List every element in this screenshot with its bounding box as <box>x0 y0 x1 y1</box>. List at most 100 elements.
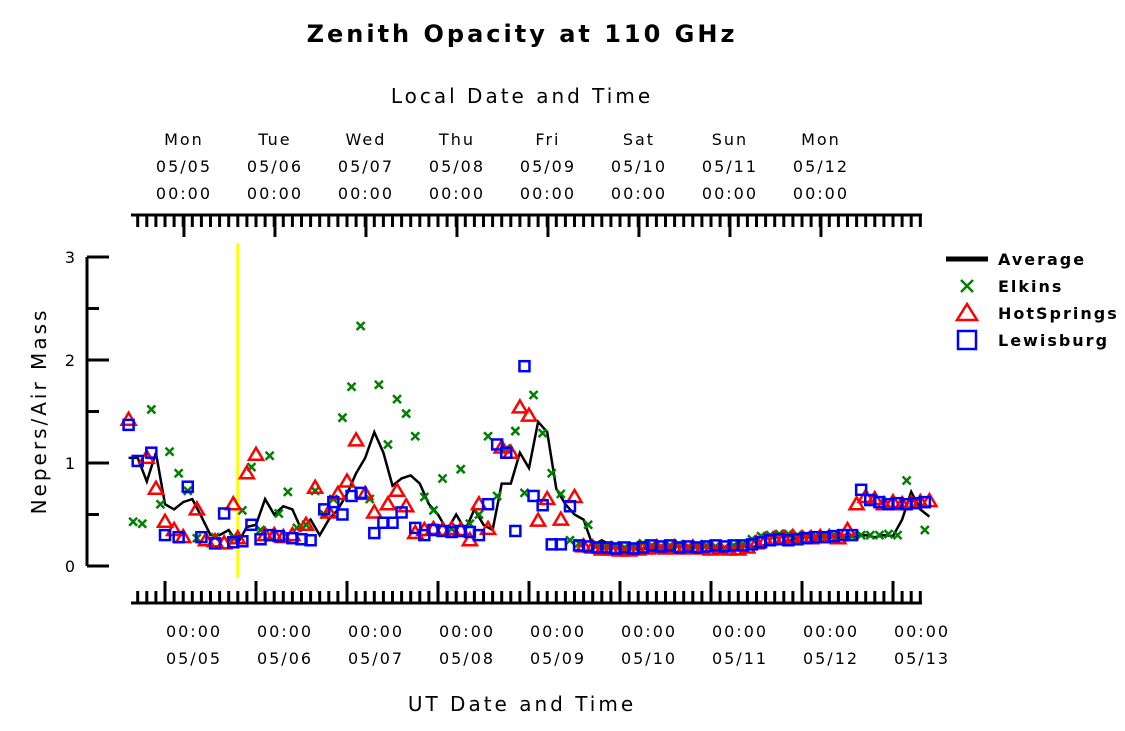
data-point-elkins <box>373 379 384 390</box>
data-point-elkins <box>419 492 430 502</box>
data-point-hotsprings <box>478 519 498 536</box>
data-point-hotsprings <box>296 515 316 532</box>
top-tick-day: Tue <box>257 130 291 149</box>
bottom-tick-date: 05/06 <box>257 649 313 668</box>
data-point-hotsprings <box>551 510 571 526</box>
data-point-elkins <box>510 426 521 436</box>
data-point-hotsprings <box>146 479 166 495</box>
bottom-tick-date: 05/08 <box>439 649 495 668</box>
legend-label-elkins: Elkins <box>998 277 1063 296</box>
data-point-lewisburg <box>490 438 504 451</box>
top-tick-day: Mon <box>164 130 204 149</box>
data-point-elkins <box>337 412 348 423</box>
data-point-lewisburg <box>918 495 932 509</box>
top-tick-time: 00:00 <box>156 184 212 203</box>
y-tick-label: 3 <box>65 248 77 267</box>
bottom-tick-time: 00:00 <box>621 622 677 641</box>
data-point-elkins <box>155 499 166 510</box>
data-point-lewisburg <box>563 500 577 513</box>
data-point-lewisburg <box>318 503 331 516</box>
data-point-hotsprings <box>205 531 225 548</box>
data-point-elkins <box>474 509 484 520</box>
bottom-tick-time: 00:00 <box>894 622 950 641</box>
data-point-hotsprings <box>319 502 338 519</box>
data-point-lewisburg <box>236 535 249 548</box>
data-point-hotsprings <box>337 472 357 488</box>
data-point-elkins <box>483 431 493 442</box>
bottom-tick-time: 00:00 <box>803 622 859 641</box>
data-point-hotsprings <box>656 539 675 555</box>
top-tick-time: 00:00 <box>247 184 303 203</box>
y-tick-label: 1 <box>65 454 77 473</box>
bottom-tick-time: 00:00 <box>257 622 313 641</box>
legend-swatch-hotsprings <box>954 301 980 322</box>
data-point-lewisburg <box>122 418 135 432</box>
data-point-lewisburg <box>472 528 486 542</box>
bottom-axis: 00:00 05/05 00:00 05/06 00:00 05/07 00:00 05/08… <box>131 581 950 668</box>
series-average <box>128 419 931 551</box>
data-point-hotsprings <box>519 406 539 422</box>
data-point-lewisburg <box>509 524 522 538</box>
bottom-axis-title: UT Date and Time <box>408 692 636 716</box>
data-point-lewisburg <box>158 528 172 542</box>
data-point-hotsprings <box>378 494 398 511</box>
data-point-elkins <box>282 486 293 497</box>
data-point-lewisburg <box>386 516 399 529</box>
data-point-hotsprings <box>387 481 407 498</box>
data-point-hotsprings <box>701 540 721 556</box>
y-tick-label: 2 <box>65 351 77 370</box>
data-point-hotsprings <box>528 511 548 527</box>
top-tick-time: 00:00 <box>429 184 485 203</box>
bottom-tick-time: 00:00 <box>530 622 586 641</box>
bottom-tick-date: 05/09 <box>530 649 586 668</box>
y-tick-label: 0 <box>65 557 77 576</box>
data-point-lewisburg <box>217 507 231 520</box>
bottom-tick-time: 00:00 <box>166 622 222 641</box>
data-point-lewisburg <box>527 489 540 503</box>
top-tick-time: 00:00 <box>793 184 849 203</box>
top-tick-day: Thu <box>438 130 475 149</box>
top-tick-date: 05/09 <box>520 157 576 176</box>
data-point-elkins <box>428 505 439 516</box>
data-point-lewisburg <box>354 486 367 500</box>
data-point-elkins <box>528 390 539 400</box>
data-point-hotsprings <box>346 430 366 447</box>
top-axis: Mon 05/05 00:00 Tue 05/06 00:00 Wed 05/07 00:00 T… <box>131 130 922 237</box>
data-point-elkins <box>555 489 566 499</box>
top-tick-date: 05/08 <box>429 157 485 176</box>
bottom-tick-date: 05/07 <box>348 649 404 668</box>
legend-label-average: Average <box>998 250 1086 269</box>
bottom-tick-time: 00:00 <box>712 622 768 641</box>
legend: Average Elkins HotSprings Lewisburg <box>946 250 1117 351</box>
data-point-lewisburg <box>336 508 349 521</box>
data-point-hotsprings <box>619 541 639 557</box>
data-point-lewisburg <box>409 521 422 535</box>
data-point-elkins <box>410 431 421 442</box>
data-point-lewisburg <box>536 498 549 512</box>
bottom-tick-time: 00:00 <box>439 622 495 641</box>
data-point-hotsprings <box>510 397 530 414</box>
data-point-lewisburg <box>195 530 208 544</box>
data-point-elkins <box>173 468 184 479</box>
data-point-hotsprings <box>829 528 848 545</box>
top-tick-day: Sun <box>712 130 748 149</box>
data-point-elkins <box>455 464 466 475</box>
data-point-elkins <box>874 530 885 540</box>
bottom-tick-date: 05/13 <box>894 649 950 668</box>
data-point-hotsprings <box>246 445 266 462</box>
bottom-tick-date: 05/12 <box>803 649 859 668</box>
data-point-elkins <box>519 487 530 498</box>
data-point-hotsprings <box>155 512 175 528</box>
left-axis: 0 1 2 3 <box>65 248 109 576</box>
series-elkins <box>128 321 930 553</box>
data-point-lewisburg <box>172 530 185 544</box>
top-tick-day: Mon <box>801 130 841 149</box>
data-point-hotsprings <box>610 541 630 557</box>
top-tick-date: 05/11 <box>702 157 758 176</box>
top-tick-day: Wed <box>346 130 387 149</box>
top-tick-date: 05/06 <box>247 157 303 176</box>
data-point-lewisburg <box>208 537 222 550</box>
data-point-elkins <box>383 439 393 450</box>
top-tick-date: 05/07 <box>338 157 394 176</box>
top-tick-time: 00:00 <box>338 184 394 203</box>
